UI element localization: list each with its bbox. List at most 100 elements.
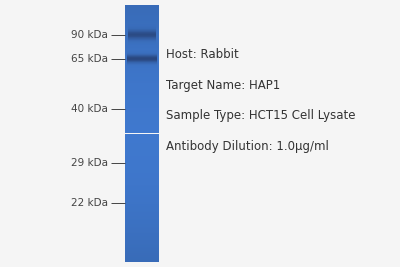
Bar	[125, 181, 159, 182]
Bar	[125, 73, 159, 74]
Bar	[125, 37, 159, 38]
Bar	[125, 44, 159, 45]
Bar	[125, 259, 159, 260]
Bar	[125, 14, 159, 15]
Bar	[125, 52, 159, 53]
Bar	[125, 71, 159, 72]
Bar	[125, 153, 159, 154]
Bar	[125, 6, 159, 7]
Bar	[125, 101, 159, 102]
Bar	[125, 129, 159, 130]
Bar	[128, 35, 156, 36]
Bar	[125, 72, 159, 73]
Bar	[125, 31, 159, 32]
Bar	[127, 61, 157, 62]
Bar	[128, 30, 156, 31]
Bar	[125, 184, 159, 185]
Bar	[125, 85, 159, 86]
Bar	[125, 88, 159, 89]
Bar	[125, 17, 159, 18]
Bar	[128, 28, 156, 29]
Bar	[125, 141, 159, 142]
Bar	[127, 52, 157, 53]
Bar	[127, 48, 157, 49]
Bar	[125, 183, 159, 184]
Bar	[125, 50, 159, 51]
Bar	[125, 238, 159, 239]
Bar	[125, 189, 159, 190]
Bar	[125, 83, 159, 84]
Bar	[125, 210, 159, 211]
Bar	[127, 50, 157, 51]
Bar	[125, 136, 159, 137]
Bar	[127, 69, 157, 70]
Bar	[127, 55, 157, 56]
Bar	[125, 24, 159, 25]
Bar	[125, 97, 159, 98]
Bar	[127, 68, 157, 69]
Bar	[125, 75, 159, 76]
Bar	[125, 86, 159, 87]
Bar	[125, 159, 159, 160]
Bar	[125, 126, 159, 127]
Text: 40 kDa: 40 kDa	[71, 104, 108, 115]
Bar	[125, 65, 159, 66]
Bar	[125, 261, 159, 262]
Bar	[125, 60, 159, 61]
Bar	[125, 120, 159, 121]
Bar	[125, 98, 159, 99]
Bar	[125, 246, 159, 247]
Bar	[128, 25, 156, 26]
Bar	[125, 237, 159, 238]
Bar	[125, 19, 159, 20]
Bar	[125, 193, 159, 194]
Bar	[125, 55, 159, 56]
Bar	[125, 42, 159, 43]
Bar	[125, 135, 159, 136]
Bar	[125, 225, 159, 226]
Bar	[125, 66, 159, 67]
Bar	[125, 132, 159, 133]
Bar	[125, 109, 159, 111]
Bar	[125, 180, 159, 181]
Bar	[125, 74, 159, 75]
Bar	[125, 202, 159, 203]
Bar	[125, 9, 159, 10]
Bar	[125, 152, 159, 153]
Bar	[125, 230, 159, 231]
Bar	[127, 56, 157, 57]
Bar	[125, 46, 159, 47]
Bar	[125, 8, 159, 9]
Bar	[128, 34, 156, 35]
Bar	[125, 258, 159, 259]
Bar	[125, 94, 159, 95]
Bar	[125, 170, 159, 171]
Text: 90 kDa: 90 kDa	[71, 30, 108, 40]
Bar	[128, 41, 156, 42]
Bar	[125, 229, 159, 230]
Bar	[125, 235, 159, 236]
Bar	[125, 236, 159, 237]
Bar	[125, 39, 159, 40]
Bar	[125, 45, 159, 46]
Bar	[125, 137, 159, 138]
Text: Sample Type: HCT15 Cell Lysate: Sample Type: HCT15 Cell Lysate	[166, 109, 356, 123]
Bar	[125, 107, 159, 108]
Bar	[125, 96, 159, 97]
Bar	[125, 68, 159, 69]
Bar	[128, 38, 156, 39]
Bar	[125, 162, 159, 163]
Bar	[127, 64, 157, 65]
Bar	[127, 65, 157, 66]
Bar	[125, 111, 159, 112]
Bar	[125, 255, 159, 256]
Bar	[125, 127, 159, 128]
Bar	[127, 67, 157, 68]
Bar	[125, 207, 159, 208]
Bar	[125, 118, 159, 119]
Bar	[125, 172, 159, 173]
Bar	[125, 112, 159, 113]
Bar	[125, 125, 159, 126]
Bar	[125, 144, 159, 145]
Bar	[125, 61, 159, 62]
